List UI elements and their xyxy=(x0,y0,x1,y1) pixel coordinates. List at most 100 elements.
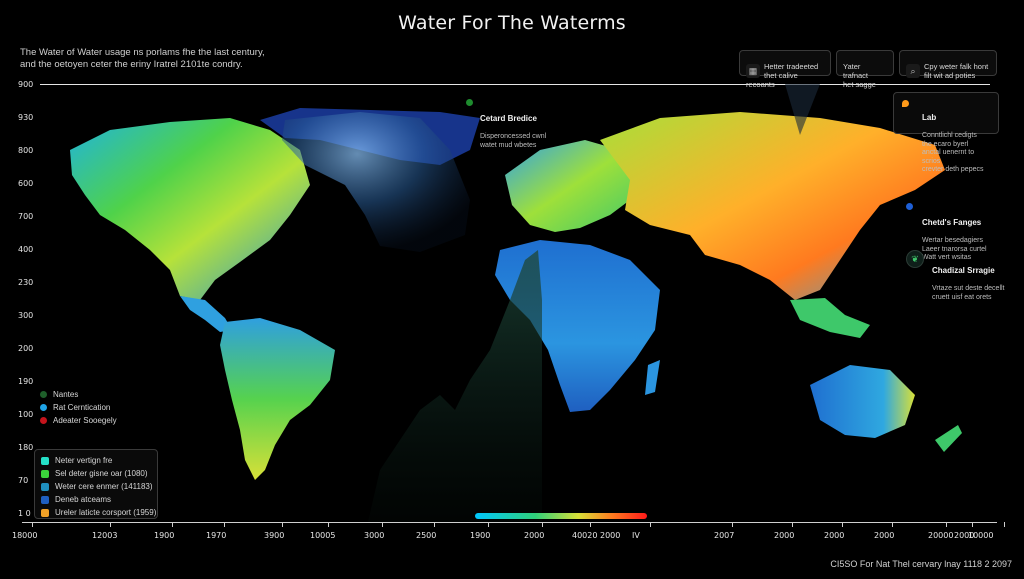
x-tick-label: 2000 xyxy=(954,531,975,540)
callout-charges: Chetd's Fanges Wertar besedagiers Laeer … xyxy=(906,202,987,271)
x-tick xyxy=(172,522,173,527)
pin-icon xyxy=(902,100,909,107)
x-tick-label: 2500 xyxy=(416,531,437,540)
y-tick-label: 300 xyxy=(18,311,34,320)
plume-overlay xyxy=(282,112,470,252)
y-tick-label: 400 xyxy=(18,245,34,254)
legend-item: Nantes xyxy=(40,388,117,401)
green-marker-icon xyxy=(466,99,473,106)
x-tick-label: 3000 xyxy=(364,531,385,540)
callout-text: Disperoncessed cwnl watet mud wbetes xyxy=(480,133,547,149)
x-tick-label: 18000 xyxy=(12,531,38,540)
x-tick-label: 10005 xyxy=(310,531,336,540)
leaf-icon: ❦ xyxy=(906,250,924,268)
y-tick-label: 180 xyxy=(18,443,34,452)
x-tick xyxy=(590,522,591,527)
callout-title: Cetard Bredice xyxy=(480,114,537,123)
y-tick-label: 600 xyxy=(18,179,34,188)
page-title: Water For The Waterms xyxy=(398,12,626,34)
x-tick-label: 40020 2000 xyxy=(572,531,621,540)
europe-shape xyxy=(505,140,640,232)
x-tick-label: 2000 xyxy=(524,531,545,540)
new-zealand-shape xyxy=(935,425,962,452)
legend-item: Ureler laticte corsport (1959) xyxy=(41,506,156,519)
legend-item: Weter cere enmer (141183) xyxy=(41,480,153,493)
legend-item: Neter vertign fre xyxy=(41,454,151,467)
x-tick xyxy=(224,522,225,527)
x-tick xyxy=(732,522,733,527)
grid-icon: ▦ xyxy=(746,64,760,78)
legend-item: Rat Cerntication xyxy=(40,401,117,414)
x-tick xyxy=(434,522,435,527)
x-tick-label: 2007 xyxy=(714,531,735,540)
x-tick xyxy=(1004,522,1005,527)
x-axis-line xyxy=(22,522,997,523)
y-tick-label: 70 xyxy=(18,476,29,485)
chip-text: Hetter tradeeted thet calive recoants xyxy=(746,62,819,89)
y-tick-label: 1 0 xyxy=(18,509,31,518)
callout-strategy: ❦ Chadizal Srragie Vrtaze sut deste dece… xyxy=(904,250,1005,311)
y-tick-label: 230 xyxy=(18,278,34,287)
map-legend: Neter vertign fre Sel deter gisne oar (1… xyxy=(34,449,158,519)
x-tick-label: 1900 xyxy=(470,531,491,540)
legend-item: Adeater Sooegely xyxy=(40,414,117,427)
callout-text: Conntlichl cedigts the ecaro byerl ancta… xyxy=(922,132,984,173)
y-tick-label: 200 xyxy=(18,344,34,353)
x-tick-label: 2000 xyxy=(774,531,795,540)
chip-text: Yater trafnact het sagge xyxy=(843,62,876,89)
x-tick xyxy=(792,522,793,527)
top-divider xyxy=(40,84,990,85)
australia-shape xyxy=(810,365,915,438)
callout-central: Cetard Bredice Disperoncessed cwnl watet… xyxy=(466,98,547,159)
x-tick-label: 2000 xyxy=(874,531,895,540)
legend-item: Sel deter gisne oar (1080) xyxy=(41,467,151,480)
x-tick xyxy=(382,522,383,527)
search-icon: ⌕ xyxy=(906,64,920,78)
x-tick-label: 12003 xyxy=(92,531,118,540)
callout-title: Lab xyxy=(922,113,937,122)
asia-shape xyxy=(600,112,945,300)
callout-title: Chadizal Srragie xyxy=(932,266,995,275)
y-tick-label: 800 xyxy=(18,146,34,155)
subtitle: The Water of Water usage ns porlams fhe … xyxy=(20,47,265,70)
x-tick-label: 2000 xyxy=(824,531,845,540)
chip-sagge[interactable]: Yater trafnact het sagge xyxy=(836,50,894,89)
footer-credit: CI5SO For Nat Thel cervary lnay 1118 2 2… xyxy=(830,559,1012,569)
y-tick-label: 190 xyxy=(18,377,34,386)
y-tick-label: 100 xyxy=(18,410,34,419)
x-tick xyxy=(542,522,543,527)
x-tick-label: IV xyxy=(632,531,640,540)
category-legend: Nantes Rat Cerntication Adeater Sooegely xyxy=(40,388,117,427)
y-tick-label: 900 xyxy=(18,80,34,89)
chip-text: Cpy weter falk hont filt wit ad poties xyxy=(924,62,989,80)
north-america-shape xyxy=(70,118,310,300)
central-america-shape xyxy=(180,296,232,332)
x-tick-label: 10000 xyxy=(968,531,994,540)
x-tick xyxy=(842,522,843,527)
x-tick-label: 20000 xyxy=(928,531,954,540)
y-tick-label: 700 xyxy=(18,212,34,221)
chip-recoants[interactable]: ▦ Hetter tradeeted thet calive recoants xyxy=(739,50,831,89)
color-scale-bar xyxy=(475,513,647,519)
x-tick xyxy=(972,522,973,527)
x-tick xyxy=(892,522,893,527)
x-tick xyxy=(488,522,489,527)
chip-search[interactable]: ⌕ Cpy weter falk hont filt wit ad poties xyxy=(899,50,997,80)
blue-marker-icon xyxy=(906,203,913,210)
x-tick xyxy=(650,522,651,527)
legend-item: Deneb atceams xyxy=(41,493,151,506)
x-tick xyxy=(32,522,33,527)
hill-overlay xyxy=(368,250,542,522)
x-tick xyxy=(282,522,283,527)
callout-text: Vrtaze sut deste decellt cruett uisf eat… xyxy=(932,285,1005,301)
x-tick xyxy=(946,522,947,527)
callout-title: Chetd's Fanges xyxy=(922,218,982,227)
beam-left xyxy=(785,84,820,135)
callout-lab: Lab Conntlichl cedigts the ecaro byerl a… xyxy=(893,92,999,173)
south-america-shape xyxy=(220,318,335,480)
x-tick xyxy=(328,522,329,527)
x-tick-label: 1970 xyxy=(206,531,227,540)
y-tick-label: 930 xyxy=(18,113,34,122)
madagascar-shape xyxy=(645,360,660,395)
